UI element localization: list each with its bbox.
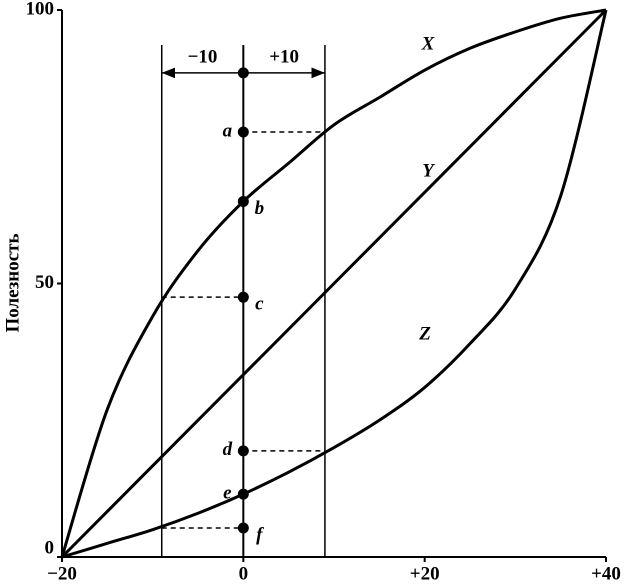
x-tick-label: +40 <box>591 563 621 584</box>
point-label: e <box>223 482 232 503</box>
point <box>237 445 249 457</box>
point-label: f <box>256 524 264 545</box>
curve <box>60 8 608 559</box>
y-tick-label: 50 <box>35 272 54 293</box>
point <box>237 126 249 138</box>
point-label: d <box>223 439 233 460</box>
point-label: a <box>223 120 233 141</box>
point-label: b <box>255 198 265 219</box>
x-tick-label: −20 <box>47 563 77 584</box>
curve <box>61 9 608 559</box>
point <box>237 522 249 534</box>
y-axis-label: Полезность <box>2 233 23 332</box>
point <box>237 67 249 79</box>
curve-label: X <box>421 33 436 54</box>
point <box>237 195 249 207</box>
curve-label: Z <box>418 323 431 344</box>
interval-label: +10 <box>269 46 299 67</box>
curve <box>60 8 607 558</box>
y-tick-label: 0 <box>45 537 55 558</box>
point <box>237 291 249 303</box>
x-tick-label: +20 <box>410 563 440 584</box>
x-tick-label: 0 <box>239 563 249 584</box>
interval-label: −10 <box>188 46 218 67</box>
curve-label: Y <box>422 160 436 181</box>
point-label: c <box>255 294 264 315</box>
y-tick-label: 100 <box>26 0 55 19</box>
point <box>237 488 249 500</box>
